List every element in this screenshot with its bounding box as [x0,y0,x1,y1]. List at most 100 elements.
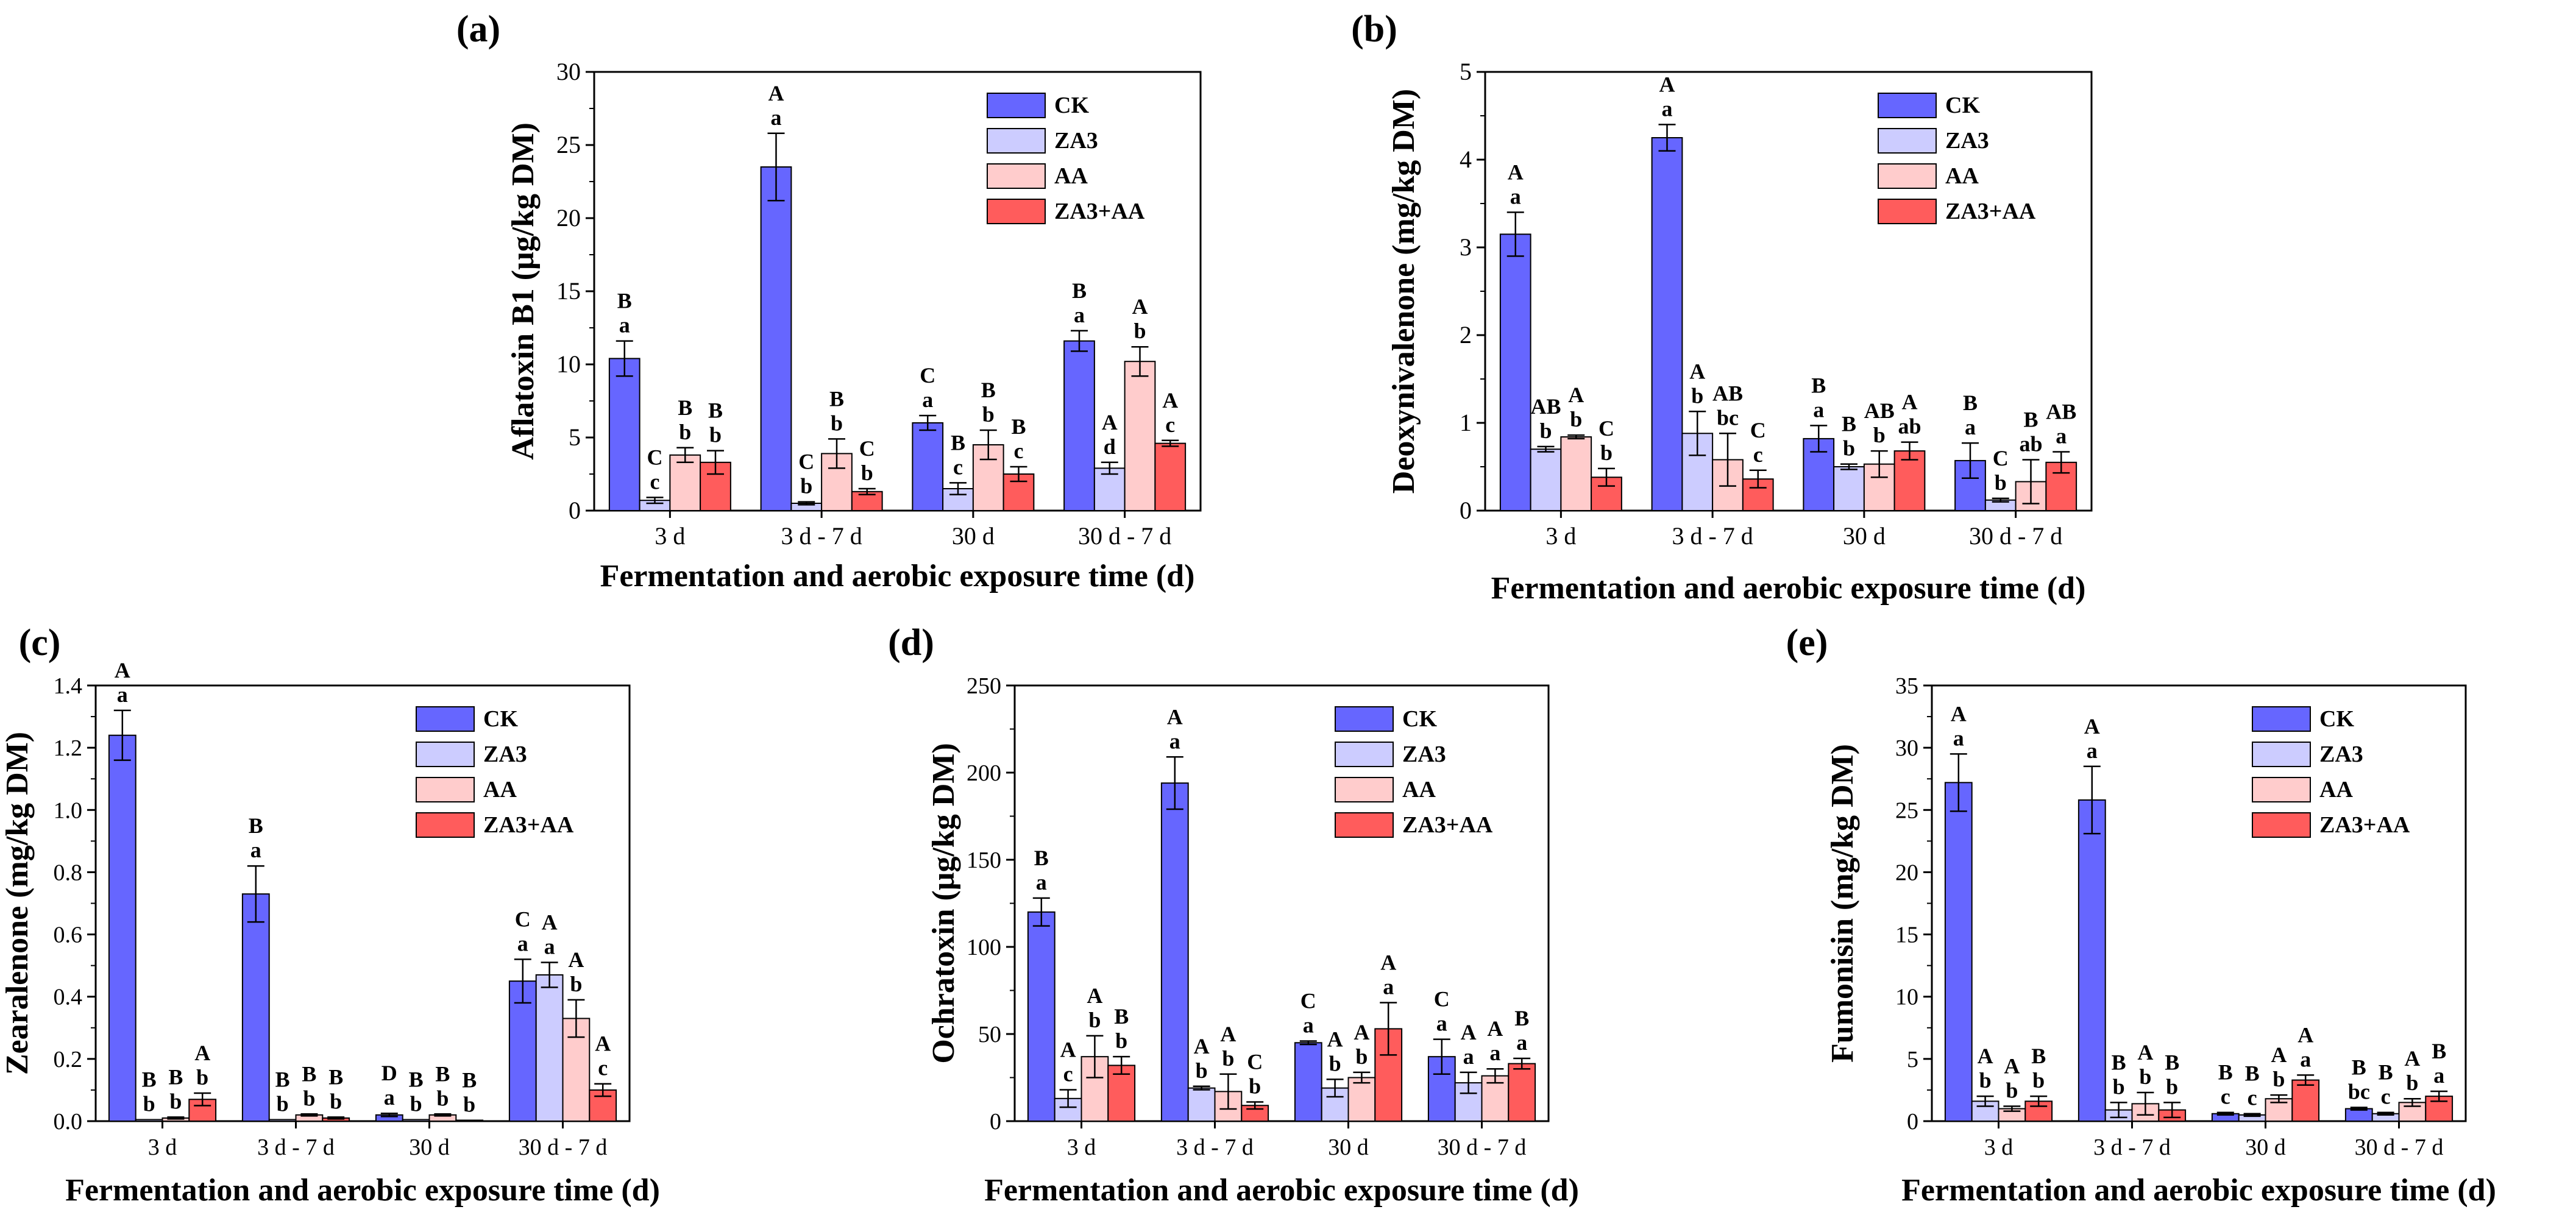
sig-letter-upper: A [2084,714,2100,738]
x-tick-label: 30 d [2245,1135,2286,1160]
sig-letter-upper: C [798,450,814,474]
sig-letter-lower: c [1753,442,1763,467]
legend-label: CK [1402,706,1437,732]
bar-aa [669,454,701,511]
sig-letter-upper: AB [1864,398,1895,423]
legend-label: CK [2319,706,2354,732]
sig-letter-lower: b [1873,423,1886,447]
panel-1: (b) 0 1 2 3 4 5 Deoxynivalenone (mg/kg DM) Ferme… [1351,9,2093,606]
bar-ck [1499,233,1531,511]
sig-letter-lower: ab [2019,431,2042,456]
bar-za3 [1187,1087,1216,1122]
sig-letter-upper: B [1963,391,1978,415]
sig-letter-upper: A [1689,359,1705,383]
y-tick-label: 0 [1907,1109,1918,1135]
sig-letter-lower: ab [1898,414,1921,439]
sig-letter-upper: B [1072,278,1087,303]
bar-za3 [1833,466,1865,511]
legend-label: ZA3 [1402,742,1446,767]
x-axis-title: Fermentation and aerobic exposure time (… [600,559,1195,593]
sig-letter-upper: A [115,658,130,682]
sig-letter-lower: a [1965,415,1976,439]
legend-label: ZA3+AA [1402,812,1493,838]
sig-letter-lower: b [1355,1044,1368,1069]
y-tick-label: 0.6 [54,923,83,948]
legend-swatch [416,812,475,838]
sig-letter-lower: b [1979,1068,1992,1093]
sig-letter-lower: c [1063,1062,1073,1086]
sig-letter-lower: a [2087,738,2098,763]
sig-letter-upper: D [381,1061,397,1085]
legend-label: CK [1054,93,1089,118]
sig-letter-upper: B [2379,1060,2393,1085]
bar-za3 [268,1119,297,1122]
y-tick-label: 0 [1460,497,1472,524]
y-tick-label: 0 [569,497,581,524]
x-tick-label: 30 d - 7 d [1438,1135,1527,1160]
sig-letter-upper: B [435,1061,450,1086]
sig-letter-upper: A [1380,951,1396,975]
sig-letter-upper: A [1951,701,1967,726]
x-tick-label: 30 d [952,522,995,550]
sig-letter-upper: A [1978,1044,1993,1068]
bar-za3 [1530,448,1562,512]
sig-letter-lower: b [1539,419,1552,443]
sig-letter-lower: b [1088,1008,1101,1032]
sig-letter-lower: d [1104,434,1116,459]
panel-label: (e) [1786,622,1828,664]
sig-letter-upper: A [1162,388,1178,413]
sig-letter-upper: B [678,395,692,420]
legend-swatch [987,93,1046,118]
sig-letter-lower: c [1014,439,1024,463]
bar-za3 [402,1119,430,1122]
y-tick-label: 25 [1895,798,1918,823]
y-tick-label: 10 [1895,985,1918,1010]
sig-letter-lower: b [861,461,873,485]
sig-letter-upper: A [2004,1054,2020,1078]
sig-letter-upper: AB [1530,394,1561,419]
sig-letter-upper: B [2031,1044,2046,1068]
sig-letter-lower: b [1843,436,1855,461]
sig-letter-lower: b [570,972,582,996]
sig-letter-upper: B [2112,1050,2126,1074]
sig-letter-lower: b [831,411,843,435]
sig-letter-upper: A [2404,1046,2420,1071]
x-tick-label: 3 d - 7 d [257,1135,335,1160]
sig-letter-upper: C [859,436,875,461]
legend-label: ZA3+AA [1945,199,2036,224]
bar-ck [1944,782,1973,1122]
legend-swatch [987,199,1046,224]
bar-za3 [535,974,564,1122]
sig-letter-lower: a [922,388,933,412]
sig-letter-upper: C [1434,987,1450,1011]
sig-letter-lower: a [384,1085,395,1110]
sig-letter-upper: B [2218,1060,2233,1085]
sig-letter-lower: b [196,1065,208,1089]
legend-label: AA [2319,777,2353,802]
sig-letter-upper: C [647,445,663,469]
sig-letter-upper: A [1354,1020,1369,1044]
sig-letter-upper: AB [2046,400,2076,424]
sig-letter-lower: b [436,1086,449,1110]
sig-letter-upper: A [1102,410,1118,434]
x-tick-label: 3 d [1984,1135,2014,1160]
sig-letter-upper: B [951,430,965,455]
sig-letter-upper: C [1750,418,1766,442]
sig-letter-lower: b [303,1086,315,1110]
legend-label: AA [1945,163,1979,189]
sig-letter-lower: a [1036,870,1047,894]
sig-letter-upper: B [2023,407,2038,431]
sig-letter-upper: A [1487,1016,1503,1041]
bar-ck [1803,437,1835,511]
legend-swatch [1878,128,1937,154]
x-tick-label: 3 d [148,1135,177,1160]
panel-label: (a) [456,9,500,50]
sig-letter-lower: b [679,420,691,444]
sig-letter-upper: B [168,1064,183,1089]
sig-letter-upper: A [194,1041,210,1065]
y-tick-label: 20 [1895,860,1918,885]
sig-letter-upper: B [1842,412,1856,436]
panel-label: (b) [1351,9,1397,50]
y-tick-label: 30 [1895,735,1918,761]
bar-ck [1063,340,1095,511]
